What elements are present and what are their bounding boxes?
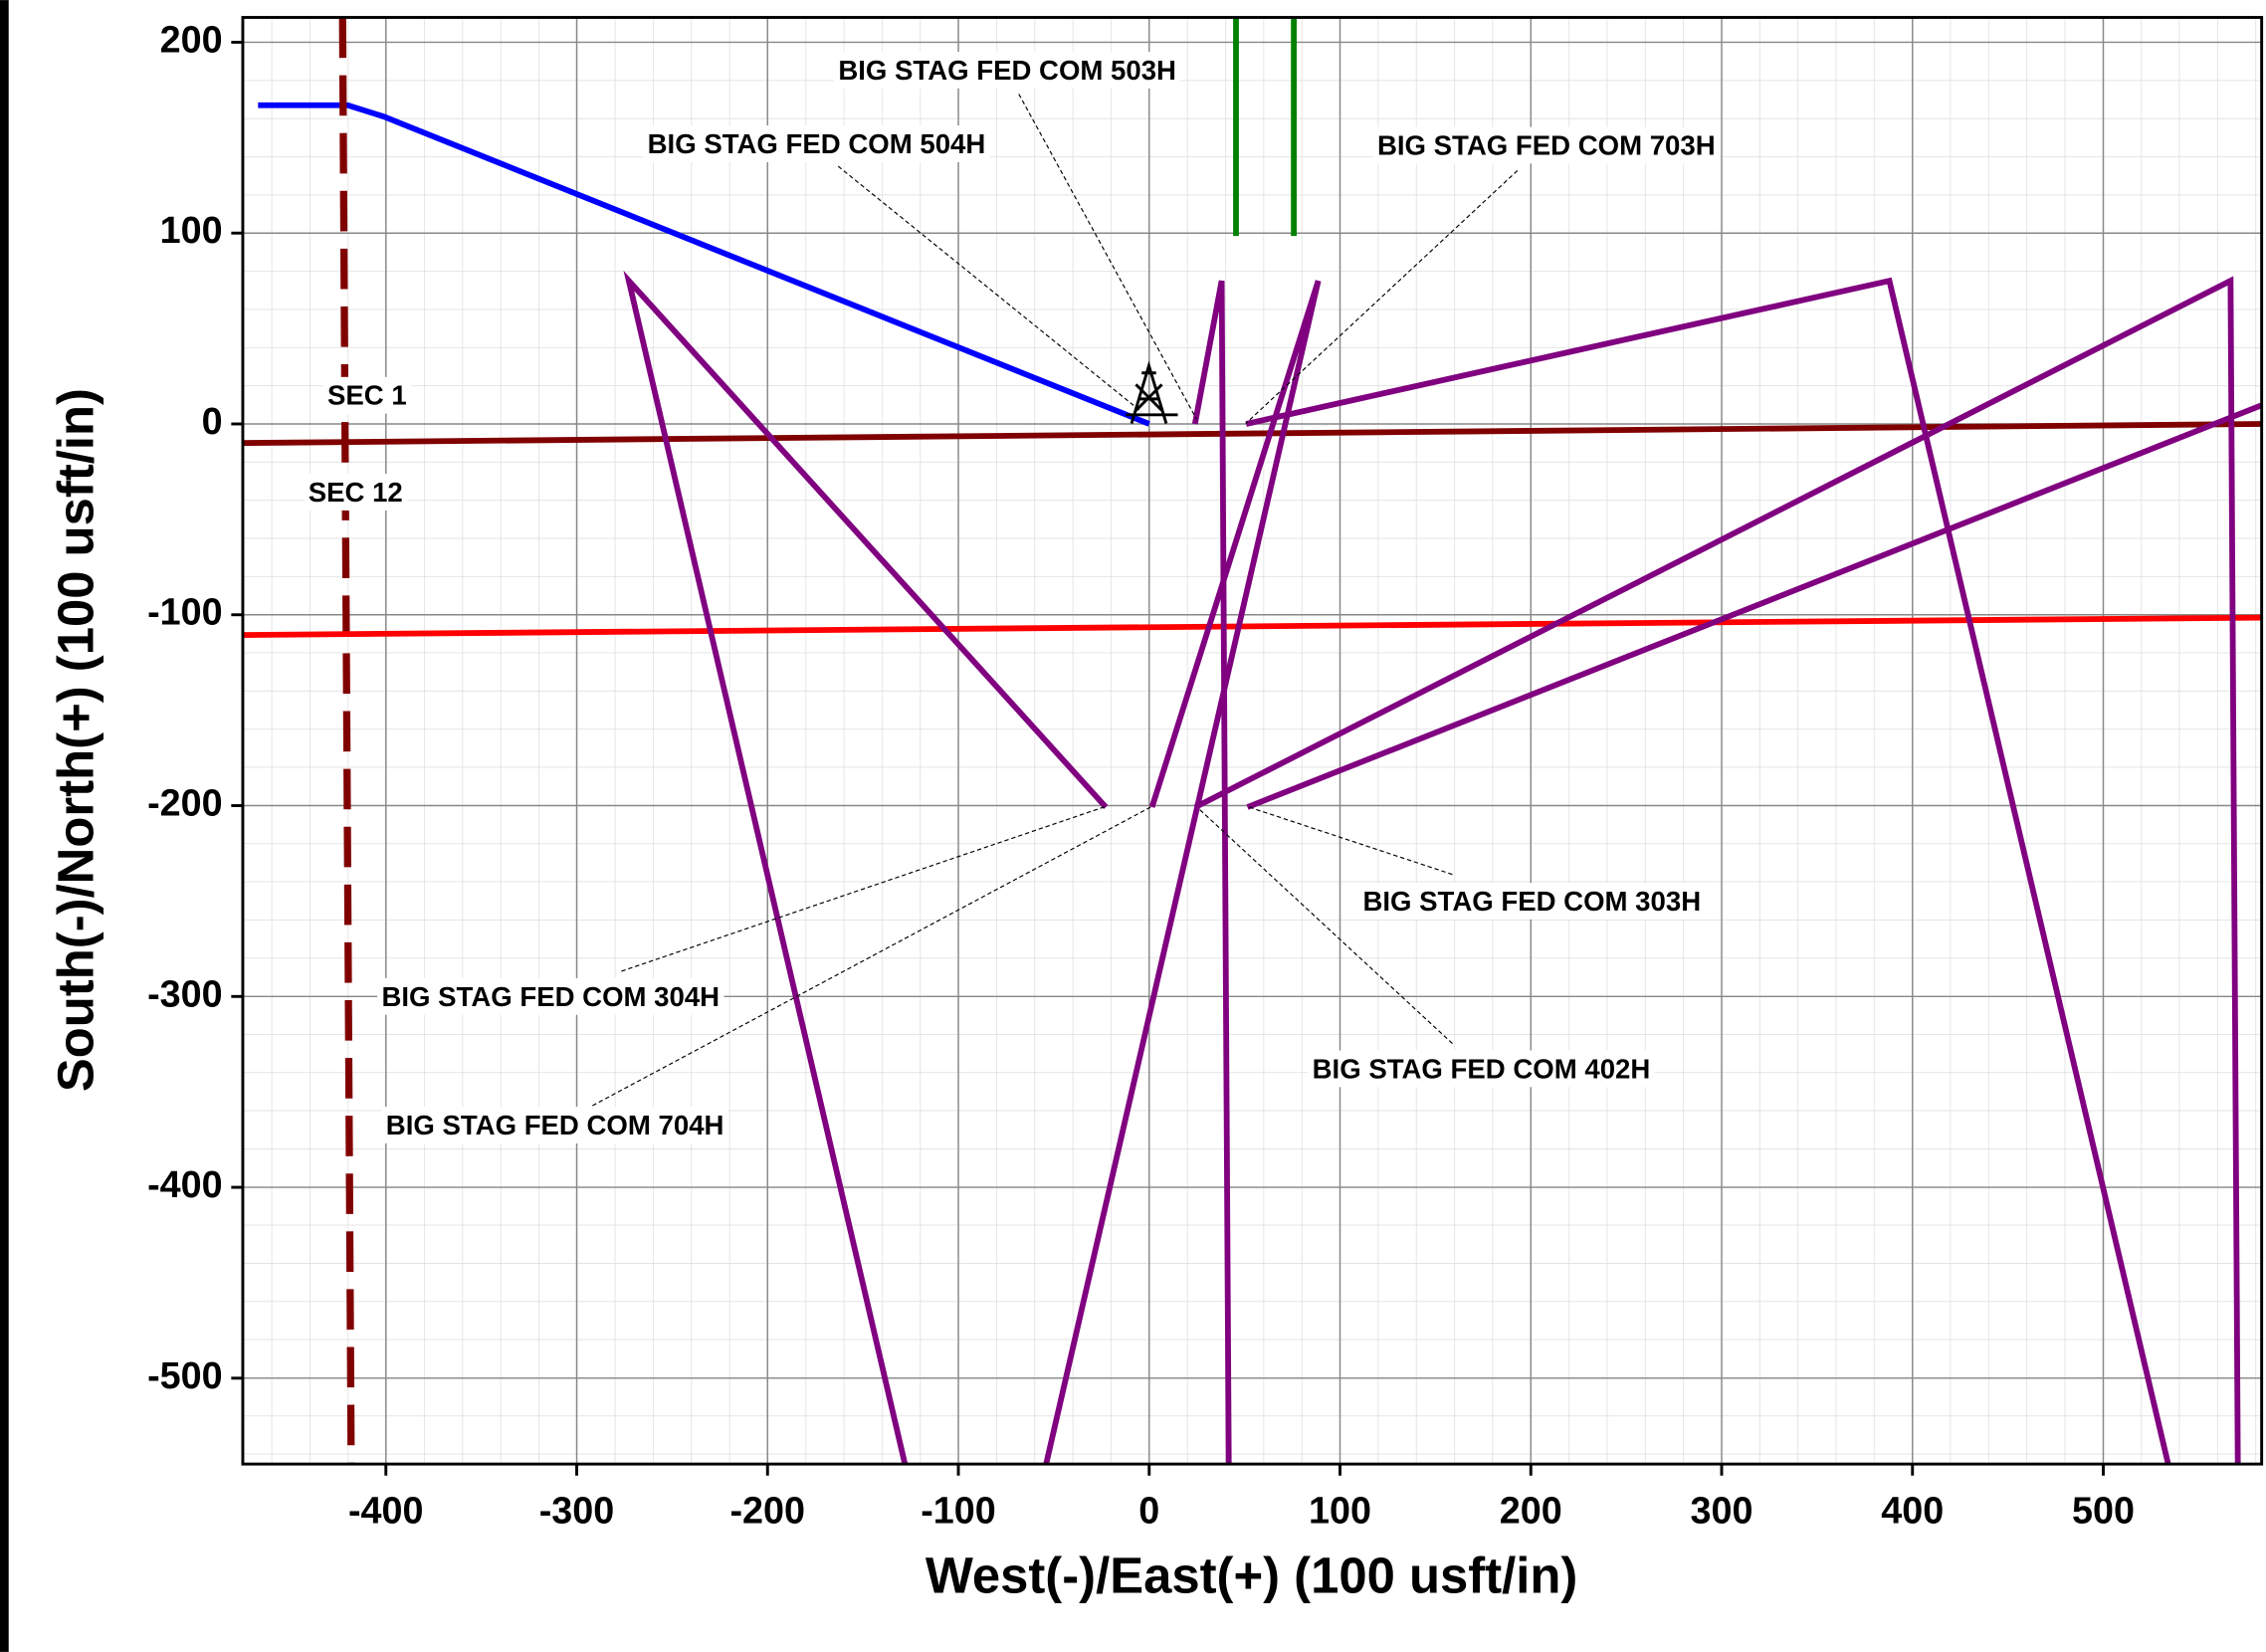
label-bg xyxy=(643,125,990,162)
label-bg xyxy=(1308,1050,1655,1088)
well-path xyxy=(1246,402,2263,810)
x-tick-label: -200 xyxy=(729,1489,805,1531)
x-tick-label: 500 xyxy=(2072,1489,2135,1531)
label-bg xyxy=(381,1107,728,1143)
well-path xyxy=(1193,276,2241,1465)
x-tick-label: 200 xyxy=(1500,1489,1562,1531)
x-tick-label: 300 xyxy=(1691,1489,1753,1531)
leader-line xyxy=(621,805,1107,972)
y-axis-title: South(-)/North(+) (100 usft/in) xyxy=(47,388,103,1092)
annotation: SEC 12 xyxy=(309,477,403,508)
y-tick-label: -400 xyxy=(147,1163,223,1205)
x-tick-label: 100 xyxy=(1309,1489,1371,1531)
well-path xyxy=(242,614,2262,638)
x-axis-title: West(-)/East(+) (100 usft/in) xyxy=(926,1548,1577,1604)
label-bg xyxy=(1358,883,1706,920)
annotation: BIG STAG FED COM 704H xyxy=(386,1110,724,1140)
x-tick-label: 400 xyxy=(1881,1489,1944,1531)
label-bg xyxy=(377,977,724,1015)
plot-frame xyxy=(241,16,2264,1466)
label-bg xyxy=(1372,126,1721,164)
well-path xyxy=(623,270,1109,1465)
x-tick-label: -100 xyxy=(921,1489,996,1531)
leader-line xyxy=(837,165,1142,413)
x-tick-label: 0 xyxy=(1138,1489,1159,1531)
label-bg xyxy=(833,52,1181,89)
annotation: BIG STAG FED COM 304H xyxy=(381,981,720,1012)
leader-line xyxy=(1245,170,1519,424)
annotation: BIG STAG FED COM 703H xyxy=(1377,129,1716,160)
y-tick-label: 100 xyxy=(160,209,223,251)
well-path xyxy=(1245,277,2171,1465)
minor-grid xyxy=(242,17,2262,1465)
well-path xyxy=(338,17,355,1465)
y-tick-label: 200 xyxy=(160,18,223,60)
leader-line xyxy=(1018,94,1197,420)
well-path xyxy=(1191,280,1232,1465)
annotation: BIG STAG FED COM 303H xyxy=(1362,886,1701,917)
label-bg xyxy=(304,474,408,511)
rig-icon xyxy=(1126,360,1178,424)
well-path xyxy=(1043,280,1322,1465)
y-tick-label: -500 xyxy=(147,1354,223,1396)
y-tick-label: -100 xyxy=(147,591,223,633)
well-path xyxy=(258,102,1150,427)
annotation: BIG STAG FED COM 503H xyxy=(838,55,1176,86)
annotation: SEC 1 xyxy=(327,380,407,411)
label-bg xyxy=(322,376,412,414)
frame xyxy=(0,0,9,1652)
x-tick-label: -300 xyxy=(539,1489,615,1531)
y-tick-label: -300 xyxy=(147,972,223,1014)
annotation: BIG STAG FED COM 402H xyxy=(1313,1053,1651,1084)
y-tick-label: 0 xyxy=(202,400,223,442)
annotation: BIG STAG FED COM 504H xyxy=(648,128,986,159)
leader-line xyxy=(592,805,1152,1107)
y-tick-label: -200 xyxy=(147,781,223,823)
x-tick-label: -400 xyxy=(348,1489,424,1531)
